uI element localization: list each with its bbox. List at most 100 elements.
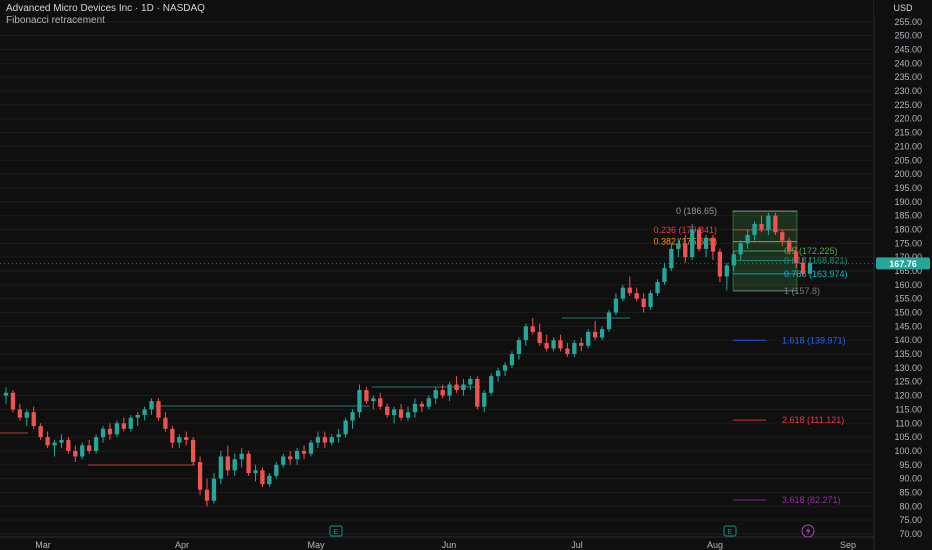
candle[interactable] [710,235,716,260]
candle[interactable] [350,409,355,429]
candle[interactable] [184,431,189,446]
candle[interactable] [301,445,307,460]
candle[interactable] [592,320,598,341]
candle[interactable] [253,464,258,482]
candle[interactable] [177,434,182,449]
candle[interactable] [371,395,376,410]
candle[interactable] [274,462,279,479]
candle[interactable] [634,287,639,302]
candle[interactable] [211,473,217,504]
candle[interactable] [114,420,120,438]
fibonacci-retracement[interactable]: 0 (186.65)0.236 (179.841)0.382 (175.629)… [653,206,847,505]
candle[interactable] [648,290,653,310]
candles[interactable] [3,212,813,507]
candle[interactable] [773,212,778,236]
candle[interactable] [170,426,175,449]
candle[interactable] [752,221,757,241]
candle[interactable] [724,262,729,291]
candle[interactable] [703,235,709,258]
candle[interactable] [683,235,688,263]
candle[interactable] [343,417,348,438]
candle[interactable] [655,279,660,296]
candle[interactable] [315,431,321,449]
candle[interactable] [447,381,452,402]
candle[interactable] [475,376,480,410]
candle[interactable] [322,431,327,449]
candle[interactable] [405,406,411,421]
candle[interactable] [461,378,466,396]
last-price-badge[interactable] [876,257,930,270]
candle[interactable] [544,334,549,352]
candle[interactable] [128,414,133,432]
candle[interactable] [558,334,563,352]
candle[interactable] [93,434,99,454]
candle[interactable] [80,442,85,460]
earnings-marker[interactable]: E [329,525,343,537]
candle[interactable] [385,403,390,418]
earnings-marker[interactable]: E [723,525,737,537]
candle[interactable] [190,437,196,465]
candle[interactable] [780,229,785,247]
candle[interactable] [745,229,750,249]
candle[interactable] [537,323,542,346]
candle[interactable] [807,257,813,277]
candle[interactable] [149,398,154,415]
candle[interactable] [260,467,265,487]
candle[interactable] [135,412,140,427]
candle[interactable] [87,439,92,454]
candle[interactable] [73,445,78,463]
candle[interactable] [613,293,619,316]
candle[interactable] [59,434,64,449]
indicator-name[interactable]: Fibonacci retracement [6,15,105,26]
candle[interactable] [246,450,251,476]
candle[interactable] [107,423,113,440]
candle[interactable] [759,215,764,233]
candle[interactable] [100,426,106,443]
candle[interactable] [627,276,632,296]
candle[interactable] [696,226,702,252]
currency-label[interactable]: USD [874,0,932,16]
candle[interactable] [378,392,383,410]
candle[interactable] [572,340,577,357]
candle[interactable] [426,395,431,410]
candle[interactable] [38,423,43,440]
candle[interactable] [800,257,806,277]
candle[interactable] [690,223,695,260]
candle[interactable] [731,251,736,271]
candle[interactable] [509,351,515,368]
candle[interactable] [294,448,300,465]
candle[interactable] [454,376,459,393]
candle[interactable] [24,409,29,427]
candle[interactable] [738,240,743,260]
candle[interactable] [620,284,626,302]
candle[interactable] [787,237,792,255]
candle[interactable] [419,401,425,413]
candle[interactable] [204,478,210,507]
candle[interactable] [225,445,230,476]
candle[interactable] [281,453,286,468]
candle[interactable] [329,434,334,446]
candle[interactable] [66,437,71,454]
candle[interactable] [669,243,674,271]
candle[interactable] [717,248,723,283]
candle[interactable] [52,439,57,457]
candle[interactable] [391,406,397,424]
candle[interactable] [232,453,237,476]
candle[interactable] [121,417,126,432]
candle[interactable] [641,293,646,313]
candle[interactable] [495,367,501,382]
candle[interactable] [579,337,584,352]
candle[interactable] [267,473,272,487]
candle[interactable] [662,262,667,285]
candle[interactable] [676,237,681,258]
time-axis[interactable]: Mar Apr May Jun Jul Aug Sep E E [0,524,874,550]
candle[interactable] [10,390,16,413]
candle[interactable] [163,412,168,432]
candle[interactable] [142,406,147,421]
candle[interactable] [357,384,362,418]
candle[interactable] [606,309,612,332]
candle[interactable] [433,387,438,404]
candle[interactable] [489,373,494,396]
